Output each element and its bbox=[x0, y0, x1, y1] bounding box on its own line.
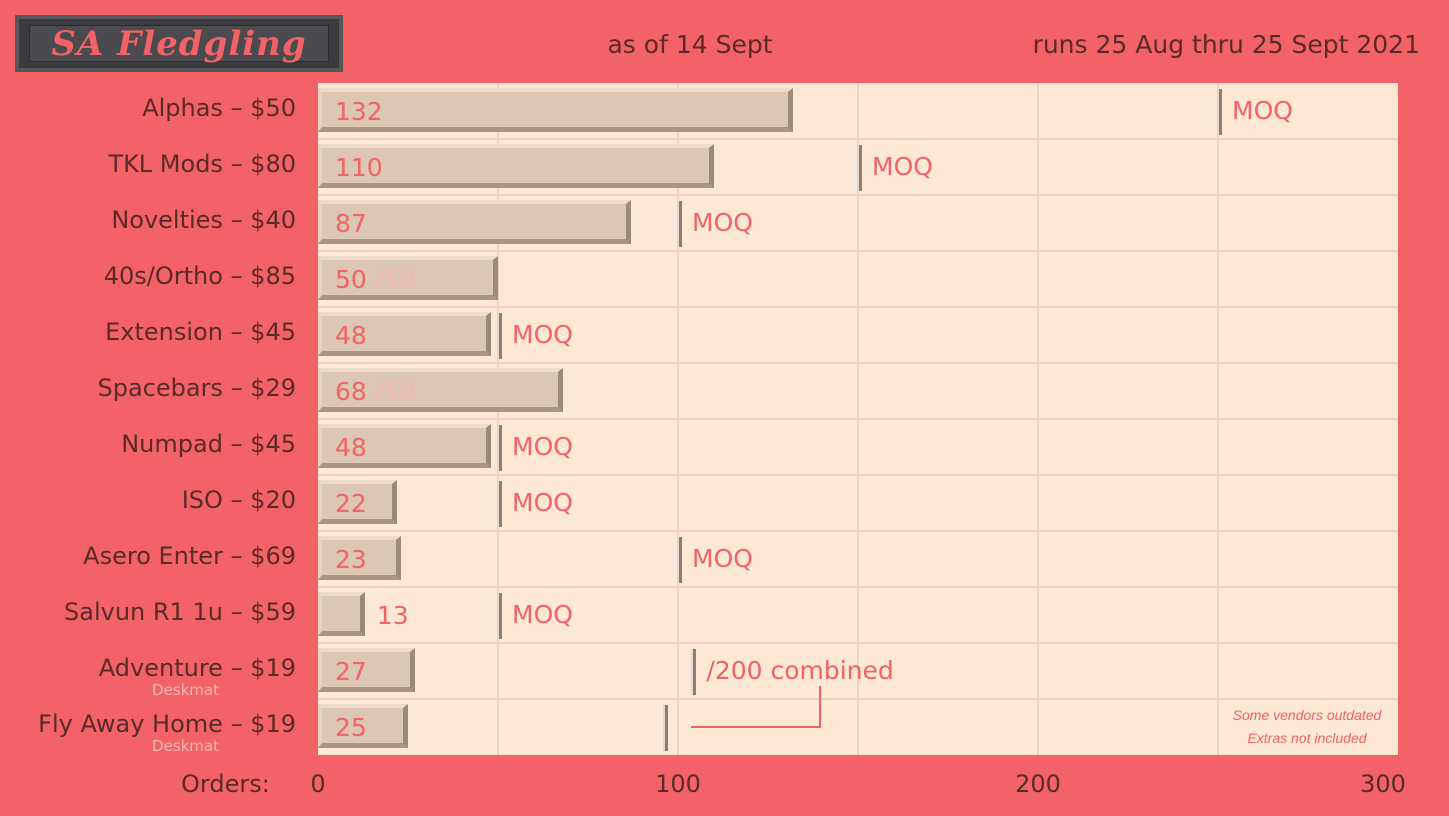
logo-plate: SA Fledgling bbox=[29, 23, 329, 64]
moq-label: MOQ bbox=[512, 432, 573, 461]
category-label: Numpad – $45 bbox=[121, 430, 296, 458]
plot-area: 132 MOQ 110 MOQ 87 MOQ 50 /50 48 MOQ 68 /50 48 MOQ 2… bbox=[318, 83, 1398, 755]
bar-value: 48 bbox=[335, 321, 367, 350]
bar bbox=[318, 592, 365, 636]
bar-value-label: 25 bbox=[335, 706, 367, 750]
grid-line-vertical bbox=[497, 83, 499, 755]
category-label: Novelties – $40 bbox=[111, 206, 296, 234]
bar-value: 110 bbox=[335, 153, 383, 182]
bar-value: 50 bbox=[335, 265, 367, 294]
bar bbox=[318, 648, 416, 692]
bar-value-label: 50 /50 bbox=[335, 258, 415, 302]
bar bbox=[318, 536, 401, 580]
category-label: 40s/Ortho – $85 bbox=[103, 262, 296, 290]
moq-marker bbox=[674, 537, 682, 583]
moq-marker bbox=[688, 649, 697, 695]
x-tick-label: 200 bbox=[1015, 770, 1061, 798]
as-of-date: as of 14 Sept bbox=[607, 30, 773, 59]
bar bbox=[318, 368, 563, 412]
moq-marker bbox=[854, 145, 862, 191]
combined-bracket bbox=[691, 686, 821, 728]
bar bbox=[318, 144, 714, 188]
moq-marker bbox=[494, 313, 502, 359]
bar-value-label: 48 bbox=[335, 314, 367, 358]
moq-marker bbox=[494, 481, 502, 527]
moq-label: MOQ bbox=[692, 208, 753, 237]
x-axis-label: Orders: bbox=[181, 770, 270, 798]
bar-value-label: 48 bbox=[335, 426, 367, 470]
bar-value: 13 bbox=[376, 601, 409, 630]
bar bbox=[318, 256, 498, 300]
bar bbox=[318, 704, 408, 748]
bar-value-label: 27 bbox=[335, 650, 367, 694]
category-label: TKL Mods – $80 bbox=[108, 150, 296, 178]
run-dates: runs 25 Aug thru 25 Sept 2021 bbox=[1032, 30, 1420, 59]
bar-value: 68 bbox=[335, 377, 367, 406]
bar bbox=[318, 312, 491, 356]
bar bbox=[318, 424, 491, 468]
bar-value-label: 68 /50 bbox=[335, 370, 415, 414]
grid-line-vertical bbox=[857, 83, 859, 755]
bar bbox=[318, 200, 632, 244]
bar-value-label: 132 bbox=[335, 90, 383, 134]
grid-line-vertical bbox=[1037, 83, 1039, 755]
moq-marker bbox=[494, 425, 502, 471]
moq-marker bbox=[494, 593, 502, 639]
moq-label: MOQ bbox=[512, 488, 573, 517]
grid-line-vertical bbox=[1217, 83, 1219, 755]
category-label: Fly Away Home – $19 bbox=[38, 710, 296, 738]
bar-value-label: 87 bbox=[335, 202, 367, 246]
moq-marker bbox=[659, 705, 668, 751]
category-sublabel: Deskmat bbox=[152, 737, 219, 755]
category-label: Adventure – $19 bbox=[98, 654, 296, 682]
bar-value: 48 bbox=[335, 433, 367, 462]
moq-label: MOQ bbox=[692, 544, 753, 573]
moq-label: MOQ bbox=[1232, 96, 1293, 125]
x-tick-label: 100 bbox=[655, 770, 701, 798]
moq-label: MOQ bbox=[512, 600, 573, 629]
category-label: Salvun R1 1u – $59 bbox=[64, 598, 296, 626]
bar-value: 22 bbox=[335, 489, 367, 518]
bar-value: 25 bbox=[335, 713, 367, 742]
category-label: ISO – $20 bbox=[181, 486, 296, 514]
bar-value: 23 bbox=[335, 545, 367, 574]
moq-label: MOQ bbox=[872, 152, 933, 181]
moq-label: MOQ bbox=[512, 320, 573, 349]
moq-marker bbox=[1214, 89, 1222, 135]
logo-text: SA Fledgling bbox=[51, 23, 307, 64]
x-tick-label: 300 bbox=[1360, 770, 1406, 798]
note-text: Some vendors outdated bbox=[1232, 707, 1382, 723]
bar-target-value: /50 bbox=[366, 265, 415, 294]
bar-target-value: /50 bbox=[366, 377, 415, 406]
bar-value: 132 bbox=[335, 97, 383, 126]
moq-label: /200 combined bbox=[706, 656, 894, 685]
x-tick-label: 0 bbox=[310, 770, 326, 798]
category-label: Extension – $45 bbox=[105, 318, 296, 346]
bar-value: 27 bbox=[335, 657, 367, 686]
bar-value-label: 23 bbox=[335, 538, 367, 582]
grid-line-vertical bbox=[677, 83, 679, 755]
bar-value-label: 22 bbox=[335, 482, 367, 526]
bar-value: 87 bbox=[335, 209, 367, 238]
bar-value-label: 110 bbox=[335, 146, 383, 190]
logo: SA Fledgling bbox=[15, 15, 343, 72]
category-label: Asero Enter – $69 bbox=[83, 542, 296, 570]
bar bbox=[318, 480, 398, 524]
note-text: Extras not included bbox=[1247, 730, 1367, 746]
category-label: Alphas – $50 bbox=[142, 94, 296, 122]
bar bbox=[318, 88, 794, 132]
moq-marker bbox=[674, 201, 682, 247]
bar-value-label: 13 bbox=[377, 594, 409, 638]
category-sublabel: Deskmat bbox=[152, 681, 219, 699]
category-label: Spacebars – $29 bbox=[97, 374, 296, 402]
